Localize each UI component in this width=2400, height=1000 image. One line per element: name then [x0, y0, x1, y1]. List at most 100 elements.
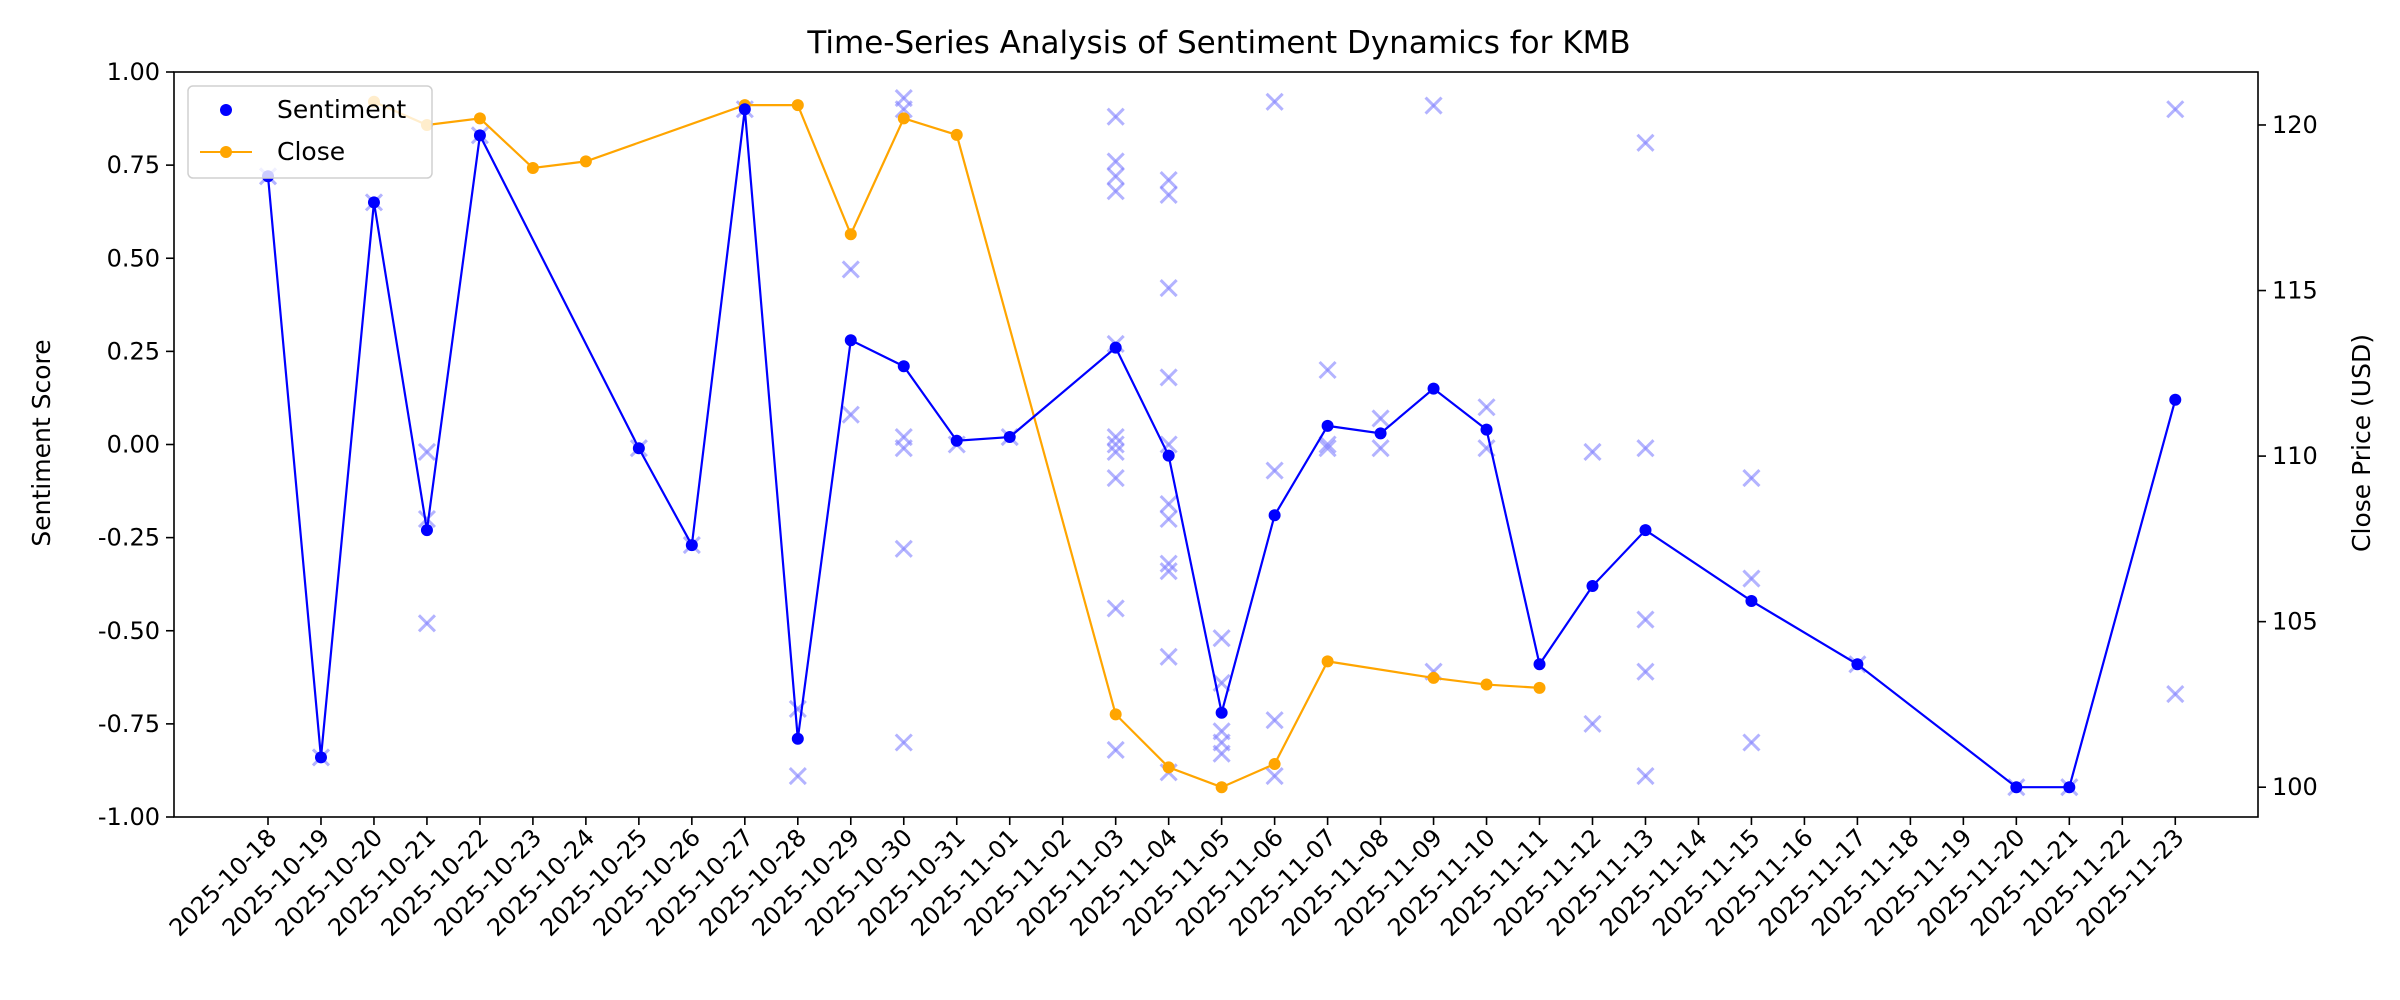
close-point — [1162, 761, 1175, 774]
individual-marker-stroke — [1106, 435, 1125, 454]
y-axis-label: Sentiment Score — [27, 339, 56, 546]
individual-marker — [417, 509, 437, 529]
individual-marker — [1212, 744, 1231, 763]
individual-marker — [1106, 435, 1125, 454]
individual-marker-stroke — [1159, 185, 1178, 204]
individual-marker — [788, 766, 807, 786]
individual-marker — [1318, 435, 1337, 454]
individual-marker-stroke — [1159, 647, 1178, 666]
sentiment-point — [1374, 427, 1387, 440]
individual-marker-stroke — [1265, 92, 1284, 111]
sentiment-point — [2063, 781, 2076, 794]
sentiment-point — [2010, 781, 2023, 794]
individual-sentiment-markers — [258, 89, 2185, 797]
individual-marker — [1106, 599, 1125, 618]
individual-marker — [1318, 360, 1337, 380]
close-point — [1427, 671, 1440, 684]
sentiment-point — [1745, 594, 1758, 607]
close-point — [1480, 678, 1493, 691]
individual-marker — [1159, 562, 1178, 581]
sentiment-point — [1586, 580, 1599, 593]
sentiment-point — [1162, 449, 1175, 462]
individual-marker — [1265, 92, 1284, 111]
individual-marker-stroke — [417, 614, 437, 633]
sentiment-point — [791, 732, 804, 745]
individual-marker-stroke — [1212, 629, 1231, 648]
individual-marker-stroke — [1106, 468, 1125, 488]
individual-marker — [1265, 461, 1284, 480]
individual-marker-stroke — [894, 100, 913, 119]
individual-marker — [1106, 107, 1125, 126]
individual-marker — [1159, 278, 1178, 298]
individual-marker-stroke — [1477, 439, 1496, 458]
individual-marker — [841, 260, 860, 279]
sentiment-point — [367, 196, 380, 209]
individual-marker-stroke — [1159, 170, 1178, 190]
sentiment-point — [950, 434, 963, 447]
individual-marker-stroke — [1477, 398, 1496, 417]
close-point — [1109, 708, 1122, 721]
individual-marker — [1636, 662, 1655, 681]
close-point — [1268, 758, 1281, 771]
individual-marker — [894, 733, 913, 752]
individual-marker-stroke — [1636, 133, 1655, 152]
close-point — [526, 162, 539, 175]
individual-marker-stroke — [1371, 439, 1390, 458]
individual-marker-stroke — [1636, 610, 1655, 629]
y-tick-label: 1.00 — [107, 58, 160, 86]
individual-marker — [1106, 740, 1125, 760]
individual-marker-stroke — [1742, 569, 1761, 588]
individual-marker-stroke — [1636, 439, 1655, 458]
individual-marker — [2166, 100, 2185, 119]
individual-marker — [1212, 629, 1231, 648]
individual-marker — [1583, 714, 1602, 733]
individual-marker-stroke — [894, 439, 913, 458]
individual-marker-stroke — [1106, 152, 1125, 171]
individual-marker — [1159, 170, 1178, 190]
individual-marker-stroke — [1318, 439, 1337, 458]
individual-marker — [1265, 711, 1284, 730]
individual-marker — [841, 405, 860, 424]
y-tick-label: -0.25 — [98, 524, 160, 552]
individual-marker-stroke — [1159, 562, 1178, 581]
individual-marker — [1106, 182, 1125, 201]
close-point — [473, 112, 486, 125]
individual-marker — [1159, 435, 1178, 454]
individual-marker — [1371, 409, 1390, 428]
individual-marker — [894, 539, 913, 558]
close-point — [579, 155, 592, 168]
individual-marker — [417, 614, 437, 633]
close-point — [1215, 781, 1228, 794]
sentiment-point — [1215, 706, 1228, 719]
sentiment-point — [1480, 423, 1493, 436]
y2-tick-label: 105 — [2272, 608, 2318, 636]
sentiment-point — [420, 524, 433, 537]
individual-marker-stroke — [1159, 509, 1178, 529]
y-tick-label: 0.00 — [107, 431, 160, 459]
y-tick-label: 0.50 — [107, 244, 160, 272]
individual-marker-stroke — [1636, 766, 1655, 786]
individual-marker — [417, 442, 437, 462]
individual-marker — [1636, 133, 1655, 152]
individual-marker-stroke — [1318, 360, 1337, 380]
close-line — [373, 100, 1540, 789]
individual-marker — [1318, 439, 1337, 458]
individual-marker — [1742, 468, 1761, 488]
individual-marker — [1636, 439, 1655, 458]
individual-marker-stroke — [1106, 427, 1125, 447]
sentiment-series — [262, 103, 2182, 794]
individual-marker-stroke — [1265, 766, 1284, 786]
sentiment-point — [1003, 431, 1016, 444]
y2-tick-label: 120 — [2272, 111, 2318, 139]
sentiment-point — [1851, 658, 1864, 671]
sentiment-point — [1639, 524, 1652, 537]
y2-tick-label: 100 — [2272, 773, 2318, 801]
sentiment-line — [266, 109, 2177, 789]
individual-marker — [1424, 96, 1443, 115]
y-tick-label: -1.00 — [98, 803, 160, 831]
sentiment-point — [738, 103, 751, 116]
individual-marker-stroke — [1636, 662, 1655, 681]
individual-marker — [894, 100, 913, 119]
close-point — [791, 99, 804, 112]
close-point — [897, 112, 910, 125]
